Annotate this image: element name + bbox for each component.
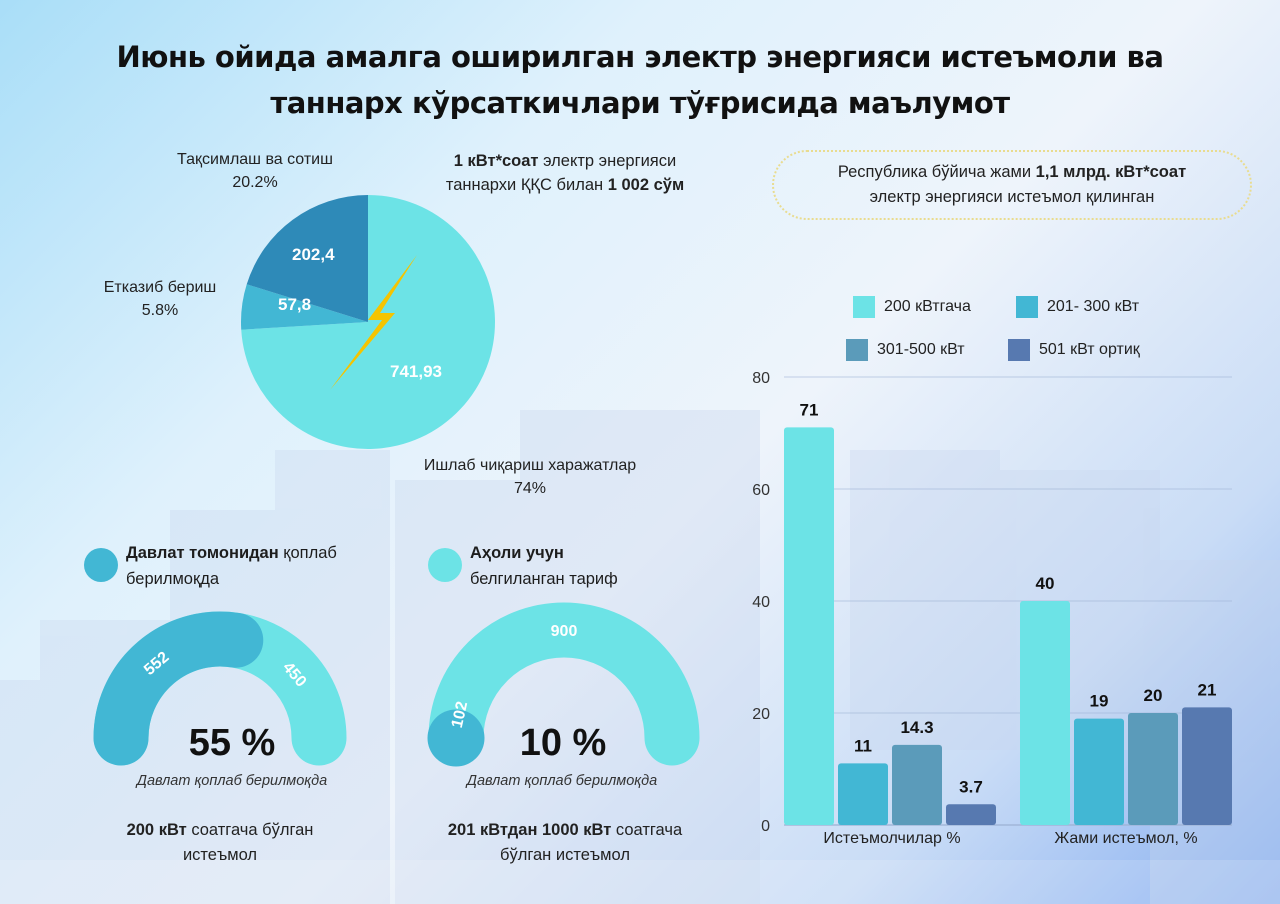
gauge-subsidy-arc (93, 611, 264, 766)
title-line-1: Июнь ойида амалга оширилган электр энерг… (116, 40, 1164, 74)
bar (1020, 601, 1070, 825)
gauge-desc-text: бўлган истеъмол (500, 846, 630, 864)
legend-swatch (1008, 339, 1030, 361)
lightning-bolt-icon (330, 255, 417, 390)
republic-total-note: Республика бўйича жами 1,1 млрд. кВт*соа… (772, 150, 1252, 220)
cost-pie-chart: 741,93 57,8 202,4 (241, 195, 496, 449)
bar-value-label: 14.3 (900, 718, 933, 737)
pie-slice-percent: 5.8% (141, 302, 179, 319)
gauge-percent: 10 % (519, 722, 607, 764)
bar (892, 744, 942, 825)
legend-bold: Давлат томонидан (126, 544, 279, 562)
legend-label: 201- 300 кВт (1047, 298, 1140, 315)
gauge-tariff-arc (428, 602, 700, 766)
legend-text: қоплаб (278, 544, 337, 562)
gauge-desc-text: истеъмол (182, 846, 258, 864)
legend-dot-subsidy (84, 548, 118, 582)
legend-tariff: Аҳоли учун белгиланган тариф (428, 540, 708, 590)
pie-slice-value: 57,8 (278, 295, 311, 314)
pie-slice-percent: 74% (513, 480, 547, 497)
bar (1128, 713, 1178, 825)
legend-swatch (853, 296, 875, 318)
cost-text-2: таннархи ҚҚС билан (445, 176, 608, 194)
bar-value-label: 19 (1090, 692, 1109, 711)
pie-label-production: Ишлаб чиқариш харажатлар 74% (380, 454, 680, 500)
bar-value-label: 21 (1198, 680, 1217, 699)
bar (784, 427, 834, 825)
gauge-description: 201 кВтдан 1000 кВт соатгача бўлган исте… (400, 818, 730, 868)
gauge-subsidy-value: 102 (449, 700, 471, 730)
title-line-2: таннарх кўрсаткичлари тўғрисида маълумот (270, 86, 1010, 120)
gauge-caption: Давлат қоплаб берилмоқда (136, 773, 328, 789)
cost-unit: 1 кВт*соат (453, 152, 539, 170)
cost-value: 1 002 сўм (607, 176, 685, 194)
gauge-percent: 55 % (188, 722, 276, 764)
bar (1074, 718, 1124, 825)
pie-label-distribution: Тақсимлаш ва сотиш 20.2% (140, 148, 370, 194)
gauge-description: 200 кВт соатгача бўлган истеъмол (70, 818, 370, 868)
gauges: 552 450 102 900 (93, 602, 700, 767)
bar-value-label: 71 (800, 400, 819, 419)
category-label: Жами истеъмол, % (1054, 830, 1198, 847)
legend-item: 200 кВтгача (853, 296, 971, 318)
bar-legend: 200 кВтгача 201- 300 кВт 301-500 кВт 501… (846, 296, 1213, 366)
gauge-desc-text: соатгача бўлган (186, 821, 314, 839)
legend-subsidy: Давлат томонидан қоплаб берилмоқда (84, 540, 404, 590)
bar-value-label: 40 (1036, 574, 1055, 593)
legend-item: 201- 300 кВт (1016, 296, 1139, 318)
republic-text-2: электр энергияси истеъмол қилинган (869, 188, 1155, 206)
legend-dot-tariff (428, 548, 462, 582)
bar-value-label: 11 (854, 736, 872, 755)
gauge-201-1000kwt: 102 900 (427, 602, 700, 767)
pie-slice-value: 741,93 (390, 362, 442, 381)
page-title: Июнь ойида амалга оширилган электр энерг… (60, 34, 1220, 126)
gauge-subsidy-arc (427, 709, 485, 767)
cost-text-1: электр энергияси (538, 152, 677, 170)
pie-slice-value: 202,4 (292, 245, 335, 264)
bar-value-label: 20 (1144, 686, 1163, 705)
pie-slice (241, 195, 496, 449)
pie-slice-percent: 20.2% (232, 174, 278, 191)
legend-label: 200 кВтгача (884, 298, 971, 315)
gauge-desc-text: соатгача (611, 821, 683, 839)
y-tick-label: 0 (761, 818, 770, 835)
bar (946, 804, 996, 825)
legend-swatch (846, 339, 868, 361)
cost-note: 1 кВт*соат электр энергияси таннархи ҚҚС… (400, 149, 730, 197)
category-label: Истеъмолчилар % (823, 830, 961, 847)
legend-label: 501 кВт ортиқ (1039, 341, 1140, 358)
bar (838, 763, 888, 825)
pie-slice (246, 195, 368, 322)
bar (1182, 707, 1232, 825)
gauge-desc-bold: 201 кВтдан 1000 кВт (447, 821, 612, 839)
gauge-caption: Давлат қоплаб берилмоқда (466, 773, 658, 789)
pie-slice-label: Ишлаб чиқариш харажатлар (423, 457, 637, 474)
bar-value-label: 3.7 (959, 777, 983, 796)
legend-label: 301-500 кВт (877, 341, 965, 358)
legend-text: берилмоқда (126, 570, 220, 588)
republic-total-value: 1,1 млрд. кВт*соат (1035, 163, 1187, 181)
legend-bold: Аҳоли учун (470, 544, 564, 562)
legend-item: 301-500 кВт (846, 339, 965, 361)
y-tick-label: 20 (752, 706, 770, 723)
y-tick-label: 40 (752, 594, 770, 611)
y-tick-label: 80 (752, 370, 770, 387)
gauge-200kwt: 552 450 (93, 611, 347, 766)
consumption-bar-chart: 0 20 40 60 80 71 11 14.3 3.7 40 19 20 21 (752, 370, 1232, 835)
pie-slice-label: Тақсимлаш ва сотиш (177, 151, 333, 168)
legend-item: 501 кВт ортиқ (1008, 339, 1140, 361)
gauge-tariff-value: 900 (551, 623, 578, 640)
legend-text: белгиланган тариф (470, 570, 618, 588)
republic-text-1: Республика бўйича жами (837, 163, 1036, 181)
gauge-desc-bold: 200 кВт (126, 821, 187, 839)
pie-slice (241, 284, 368, 330)
pie-slice-label: Етказиб бериш (103, 279, 217, 296)
y-tick-label: 60 (752, 482, 770, 499)
legend-swatch (1016, 296, 1038, 318)
pie-label-delivery: Етказиб бериш 5.8% (80, 276, 240, 322)
